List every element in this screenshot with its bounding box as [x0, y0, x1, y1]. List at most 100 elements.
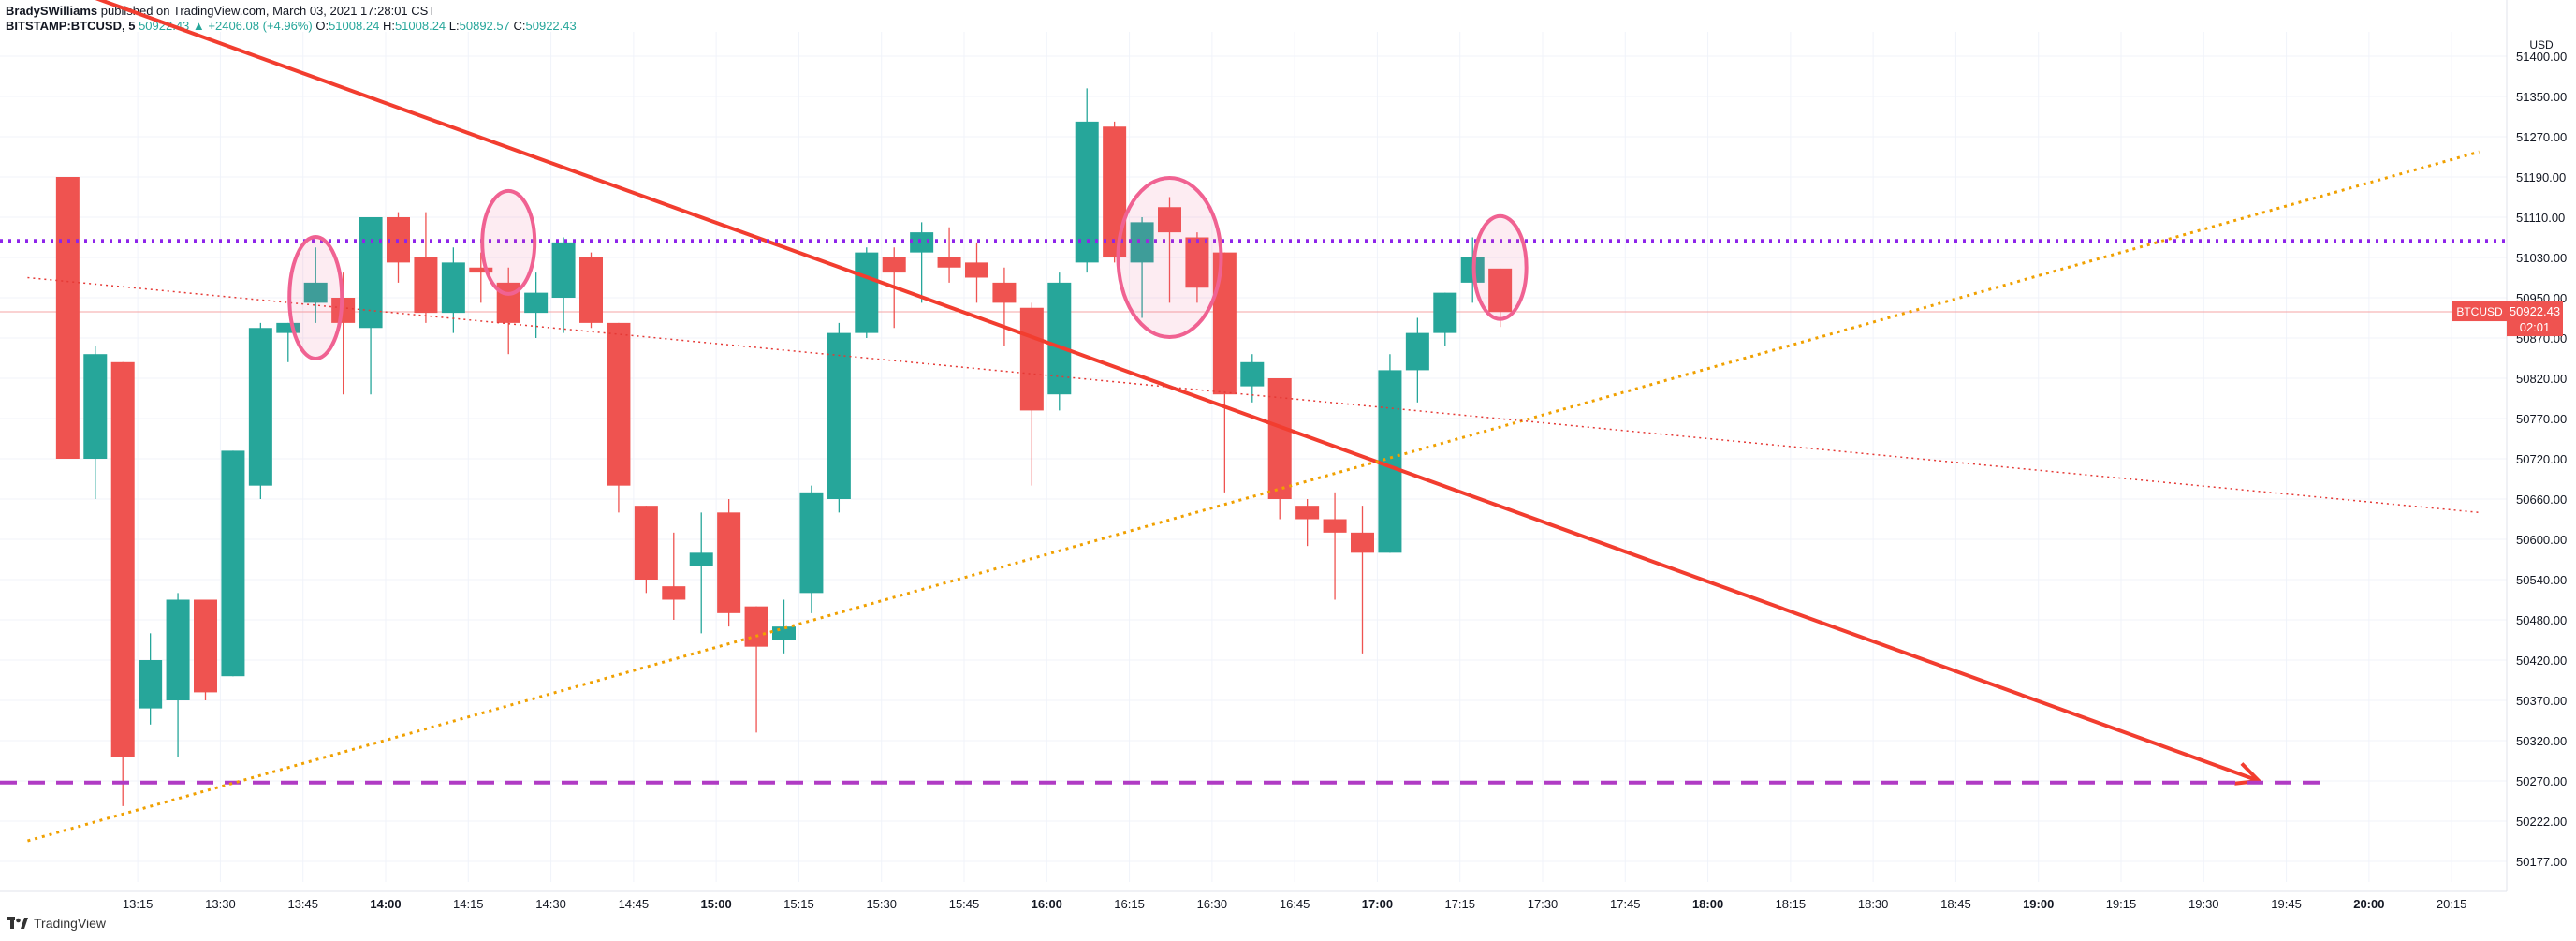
- x-tick-label: 14:00: [370, 897, 401, 911]
- author-name: BradySWilliams: [6, 4, 98, 18]
- x-tick-label: 14:30: [535, 897, 566, 911]
- candle-body: [83, 354, 108, 459]
- brand-label: TradingView: [34, 916, 107, 931]
- candle-body: [194, 599, 217, 693]
- candle-body: [1212, 252, 1237, 395]
- candle-body: [441, 262, 465, 314]
- y-tick-label: 51270.00: [2516, 130, 2567, 144]
- x-tick-label: 17:00: [1362, 897, 1393, 911]
- highlight-1345: [287, 235, 344, 360]
- countdown-tag: 02:01: [2520, 320, 2551, 334]
- candle-body: [359, 217, 383, 329]
- x-tick-label: 19:15: [2106, 897, 2137, 911]
- candle-body: [717, 512, 741, 613]
- symbol-label: BITSTAMP:BTCUSD, 5: [6, 19, 136, 33]
- candle-body: [1103, 126, 1127, 257]
- candle-body: [1351, 532, 1374, 553]
- candle-body: [303, 282, 328, 303]
- x-tick-label: 18:15: [1776, 897, 1807, 911]
- y-tick-label: 50177.00: [2516, 855, 2567, 869]
- candle-body: [551, 242, 576, 298]
- y-tick-label: 50770.00: [2516, 412, 2567, 426]
- x-tick-label: 15:00: [701, 897, 732, 911]
- y-tick-label: 50540.00: [2516, 573, 2567, 587]
- x-tick-label: 19:00: [2023, 897, 2054, 911]
- x-tick-label: 18:30: [1858, 897, 1889, 911]
- x-tick-label: 18:45: [1940, 897, 1971, 911]
- candle-body: [166, 599, 190, 700]
- candle-body: [1323, 519, 1347, 533]
- x-tick-label: 16:15: [1114, 897, 1145, 911]
- x-tick-label: 16:00: [1032, 897, 1062, 911]
- y-tick-label: 50370.00: [2516, 694, 2567, 708]
- x-tick-label: 15:15: [783, 897, 814, 911]
- y-tick-label: 50660.00: [2516, 493, 2567, 507]
- x-tick-label: 20:00: [2353, 897, 2384, 911]
- y-tick-label: 50480.00: [2516, 613, 2567, 627]
- candle-body: [965, 262, 988, 278]
- x-tick-label: 16:30: [1197, 897, 1228, 911]
- y-tick-label: 50720.00: [2516, 452, 2567, 466]
- high-label: H:: [382, 19, 395, 33]
- candle-body: [1295, 506, 1320, 520]
- candle-body: [1267, 378, 1292, 499]
- rising-trendline: [27, 150, 2480, 843]
- x-tick-label: 14:45: [619, 897, 650, 911]
- y-tick-label: 51350.00: [2516, 90, 2567, 104]
- candle-body: [689, 552, 713, 566]
- candle-body: [799, 492, 824, 594]
- candle-body: [1158, 207, 1181, 233]
- candle-body: [139, 660, 163, 709]
- x-tick-label: 18:00: [1692, 897, 1723, 911]
- candle-body: [248, 328, 272, 486]
- y-tick-label: 51030.00: [2516, 251, 2567, 265]
- y-tick-label: 50320.00: [2516, 734, 2567, 748]
- price-tag-box: [2507, 301, 2563, 337]
- candle-body: [772, 626, 796, 640]
- tradingview-brand[interactable]: TradingView: [7, 916, 106, 931]
- x-tick-label: 17:45: [1610, 897, 1641, 911]
- y-tick-label: 50600.00: [2516, 533, 2567, 547]
- candle-body: [55, 177, 80, 459]
- open-value: 51008.24: [329, 19, 380, 33]
- candle-body: [744, 606, 768, 647]
- x-tick-label: 19:30: [2188, 897, 2219, 911]
- candle-body: [662, 586, 686, 600]
- low-value: 50892.57: [459, 19, 510, 33]
- candle-body: [910, 232, 934, 253]
- highlight-1420: [480, 188, 537, 296]
- symbol-tag-box: [2452, 301, 2507, 322]
- candle-body: [937, 257, 961, 268]
- x-tick-label: 17:15: [1444, 897, 1475, 911]
- x-tick-label: 13:30: [205, 897, 236, 911]
- y-tick-label: 51400.00: [2516, 50, 2567, 64]
- y-tick-label: 50420.00: [2516, 654, 2567, 668]
- close-label: C:: [513, 19, 526, 33]
- candle-body: [496, 282, 520, 323]
- candle-body: [469, 267, 493, 273]
- current-price-tag: 50922.43: [2510, 304, 2560, 318]
- y-tick-label: 51110.00: [2516, 211, 2565, 225]
- low-label: L:: [448, 19, 460, 33]
- candle-body: [882, 257, 906, 273]
- high-value: 51008.24: [394, 19, 446, 33]
- candle-body: [1488, 268, 1513, 313]
- x-tick-label: 20:15: [2437, 897, 2467, 911]
- falling-faint-trendline: [27, 276, 2480, 514]
- candle-body: [414, 257, 438, 314]
- y-tick-label: 50222.00: [2516, 815, 2567, 829]
- candle-body: [855, 252, 879, 333]
- candle-body: [1405, 332, 1429, 371]
- tradingview-logo-icon: [7, 917, 28, 929]
- x-tick-label: 13:15: [123, 897, 154, 911]
- x-tick-label: 17:30: [1528, 897, 1559, 911]
- x-tick-label: 14:15: [453, 897, 484, 911]
- candle-body: [992, 282, 1017, 303]
- candle-body: [1185, 237, 1209, 288]
- candle-body: [110, 361, 135, 757]
- candle-body: [276, 322, 300, 333]
- highlight-1720: [1471, 213, 1529, 321]
- candle-body: [1019, 307, 1044, 411]
- candle-body: [634, 506, 658, 580]
